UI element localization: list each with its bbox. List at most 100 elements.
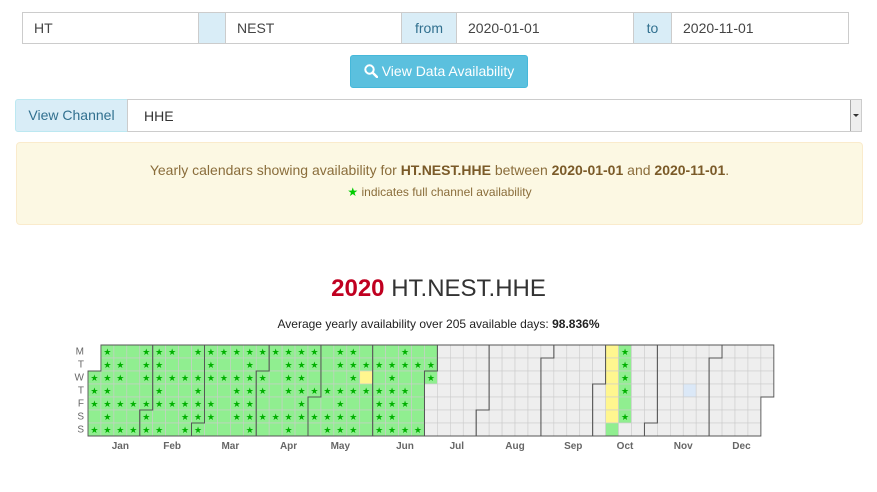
calendar-day-cell[interactable] xyxy=(708,344,723,359)
calendar-day-cell[interactable] xyxy=(708,409,723,424)
calendar-day-cell[interactable] xyxy=(268,383,283,398)
calendar-day-cell[interactable] xyxy=(669,422,684,437)
calendar-day-cell[interactable] xyxy=(695,370,710,385)
calendar-day-cell[interactable] xyxy=(566,344,581,359)
calendar-day-cell[interactable] xyxy=(359,396,373,411)
calendar-day-cell[interactable] xyxy=(217,396,231,411)
calendar-day-cell[interactable] xyxy=(682,409,697,424)
calendar-day-cell[interactable] xyxy=(281,396,296,411)
calendar-day-cell[interactable] xyxy=(424,396,438,411)
calendar-day-cell[interactable] xyxy=(669,370,684,385)
calendar-day-cell[interactable] xyxy=(527,357,542,372)
channel-select[interactable]: HHE xyxy=(127,99,862,132)
calendar-day-cell[interactable] xyxy=(657,383,671,398)
calendar-day-cell[interactable] xyxy=(437,409,451,424)
calendar-day-cell[interactable] xyxy=(734,422,749,437)
calendar-day-cell[interactable] xyxy=(437,396,451,411)
calendar-day-cell[interactable] xyxy=(605,383,619,398)
calendar-day-cell[interactable] xyxy=(152,409,166,424)
calendar-day-cell[interactable] xyxy=(255,396,270,411)
calendar-day-cell[interactable] xyxy=(553,396,568,411)
calendar-day-cell[interactable] xyxy=(527,409,542,424)
calendar-day-cell[interactable] xyxy=(320,344,335,359)
calendar-day-cell[interactable] xyxy=(734,396,749,411)
calendar-day-cell[interactable] xyxy=(178,357,192,372)
calendar-day-cell[interactable] xyxy=(708,422,723,437)
calendar-day-cell[interactable] xyxy=(618,396,632,411)
calendar-day-cell[interactable] xyxy=(488,344,503,359)
calendar-day-cell[interactable] xyxy=(695,344,710,359)
calendar-day-cell[interactable] xyxy=(540,383,555,398)
calendar-day-cell[interactable] xyxy=(631,383,645,398)
calendar-day-cell[interactable] xyxy=(579,357,593,372)
calendar-day-cell[interactable] xyxy=(592,396,606,411)
calendar-day-cell[interactable] xyxy=(644,370,658,385)
calendar-day-cell[interactable] xyxy=(424,383,438,398)
calendar-day-cell[interactable] xyxy=(605,370,619,385)
calendar-day-cell[interactable] xyxy=(760,357,775,372)
calendar-day-cell[interactable] xyxy=(165,422,179,437)
calendar-day-cell[interactable] xyxy=(475,344,490,359)
calendar-day-cell[interactable] xyxy=(514,370,529,385)
calendar-day-cell[interactable] xyxy=(475,357,490,372)
calendar-day-cell[interactable] xyxy=(488,396,503,411)
calendar-day-cell[interactable] xyxy=(437,357,451,372)
calendar-day-cell[interactable] xyxy=(527,370,542,385)
calendar-day-cell[interactable] xyxy=(682,396,697,411)
calendar-day-cell[interactable] xyxy=(411,396,425,411)
calendar-day-cell[interactable] xyxy=(501,383,516,398)
calendar-day-cell[interactable] xyxy=(126,409,141,424)
calendar-day-cell[interactable] xyxy=(592,357,606,372)
calendar-day-cell[interactable] xyxy=(747,370,762,385)
calendar-day-cell[interactable] xyxy=(217,409,231,424)
calendar-day-cell[interactable] xyxy=(165,409,179,424)
calendar-day-cell[interactable] xyxy=(437,370,451,385)
calendar-day-cell[interactable] xyxy=(126,357,141,372)
calendar-day-cell[interactable] xyxy=(605,422,619,437)
calendar-day-cell[interactable] xyxy=(657,370,671,385)
calendar-day-cell[interactable] xyxy=(359,370,373,385)
calendar-day-cell[interactable] xyxy=(579,344,593,359)
calendar-day-cell[interactable] xyxy=(721,422,736,437)
calendar-day-cell[interactable] xyxy=(631,422,645,437)
calendar-day-cell[interactable] xyxy=(579,370,593,385)
calendar-day-cell[interactable] xyxy=(320,396,335,411)
calendar-day-cell[interactable] xyxy=(501,344,516,359)
calendar-day-cell[interactable] xyxy=(734,409,749,424)
calendar-day-cell[interactable] xyxy=(527,422,542,437)
calendar-day-cell[interactable] xyxy=(592,344,606,359)
calendar-day-cell[interactable] xyxy=(113,383,128,398)
calendar-day-cell[interactable] xyxy=(579,422,593,437)
calendar-day-cell[interactable] xyxy=(592,409,606,424)
calendar-day-cell[interactable] xyxy=(605,344,619,359)
calendar-day-cell[interactable] xyxy=(424,344,438,359)
calendar-day-cell[interactable] xyxy=(488,357,503,372)
calendar-day-cell[interactable] xyxy=(682,357,697,372)
calendar-day-cell[interactable] xyxy=(708,370,723,385)
calendar-day-cell[interactable] xyxy=(462,370,477,385)
calendar-day-cell[interactable] xyxy=(553,344,568,359)
calendar-day-cell[interactable] xyxy=(450,422,464,437)
calendar-day-cell[interactable] xyxy=(462,396,477,411)
calendar-day-cell[interactable] xyxy=(501,409,516,424)
calendar-day-cell[interactable] xyxy=(682,344,697,359)
calendar-day-cell[interactable] xyxy=(566,383,581,398)
calendar-day-cell[interactable] xyxy=(411,383,425,398)
from-date-input[interactable]: 2020-01-01 xyxy=(456,12,634,44)
calendar-day-cell[interactable] xyxy=(579,409,593,424)
calendar-day-cell[interactable] xyxy=(657,422,671,437)
calendar-day-cell[interactable] xyxy=(644,422,658,437)
calendar-day-cell[interactable] xyxy=(191,357,205,372)
calendar-day-cell[interactable] xyxy=(204,422,218,437)
calendar-day-cell[interactable] xyxy=(320,370,335,385)
calendar-day-cell[interactable] xyxy=(695,357,710,372)
calendar-day-cell[interactable] xyxy=(760,344,775,359)
calendar-day-cell[interactable] xyxy=(721,409,736,424)
calendar-day-cell[interactable] xyxy=(475,409,490,424)
calendar-day-cell[interactable] xyxy=(307,422,322,437)
calendar-day-cell[interactable] xyxy=(747,422,762,437)
calendar-day-cell[interactable] xyxy=(760,370,775,385)
calendar-day-cell[interactable] xyxy=(307,370,322,385)
calendar-day-cell[interactable] xyxy=(307,396,322,411)
calendar-day-cell[interactable] xyxy=(644,396,658,411)
